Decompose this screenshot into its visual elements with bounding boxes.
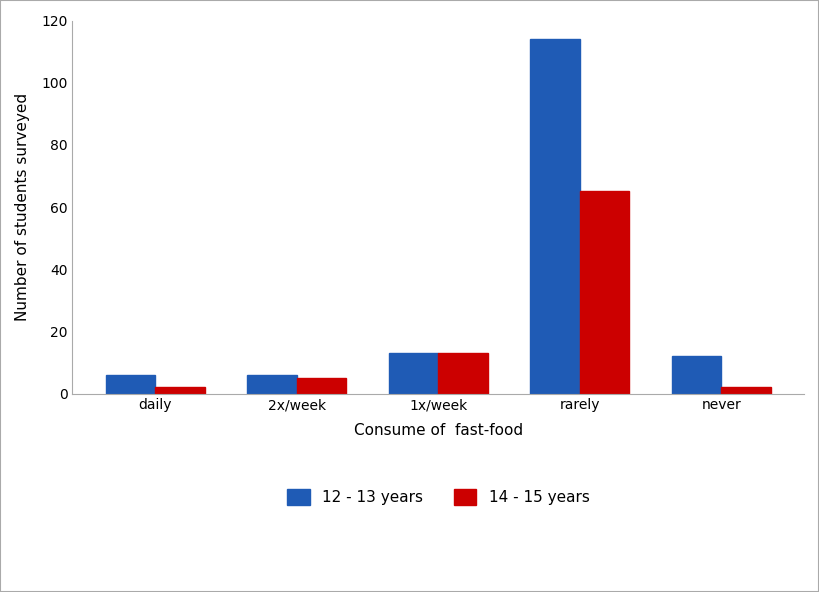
- Bar: [155, 387, 205, 394]
- X-axis label: Consume of  fast-food: Consume of fast-food: [354, 423, 523, 439]
- Y-axis label: Number of students surveyed: Number of students surveyed: [15, 93, 30, 321]
- Bar: [106, 375, 155, 394]
- Bar: [296, 378, 346, 394]
- Bar: [672, 356, 722, 394]
- Bar: [247, 375, 296, 394]
- Legend: 12 - 13 years, 14 - 15 years: 12 - 13 years, 14 - 15 years: [281, 483, 595, 511]
- Bar: [580, 191, 629, 394]
- Bar: [530, 39, 580, 394]
- Bar: [722, 387, 771, 394]
- Bar: [438, 353, 487, 394]
- Bar: [389, 353, 438, 394]
